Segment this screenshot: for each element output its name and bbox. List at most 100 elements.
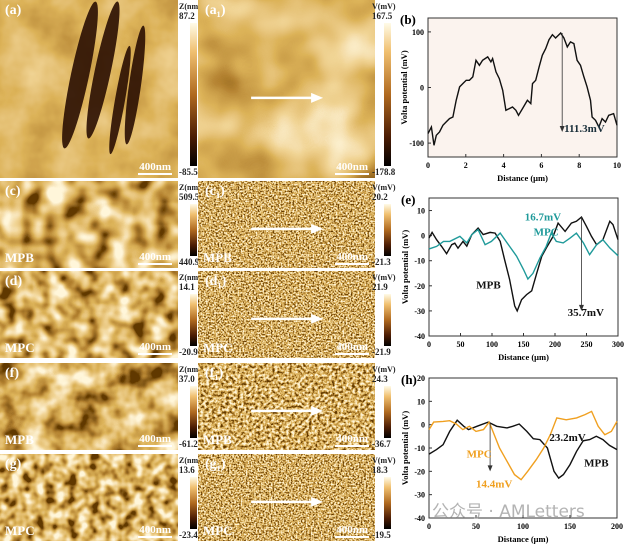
material-label: MPB [5,432,34,447]
x-tick-label: 2 [464,161,468,170]
kpfm-map-d₁: (d₁) MPC 400nm [198,271,375,358]
y-tick-label: 20 [417,374,425,383]
y-tick-label: -30 [414,307,425,316]
series-line-mpb [428,419,618,480]
surface-texture [0,454,178,541]
surface-texture [0,271,178,358]
series-line-mpc [428,228,619,281]
scale-bar: 400nm [335,251,369,265]
annotation: MPB [584,458,609,470]
panel-label: (g) [5,457,22,472]
colorbar [190,386,197,438]
colorbar-max: 509.5 [179,192,200,202]
material-label: MPB [203,250,232,265]
x-tick-label: 8 [577,161,581,170]
colorbar-unit: Z(nm) [179,183,201,192]
colorbar-unit: Z(nm) [179,365,201,374]
panel-label: (e) [401,192,415,207]
kpfm-map-f₁: (f₁) MPB 400nm [198,363,375,450]
panel-label: (f) [5,366,19,381]
colorbar-unit: Z(nm) [179,273,201,282]
x-tick-label: 10 [613,161,621,170]
chart-e: 0 50 100 150 200 250 300 -40 -30 -20 -10 0 10 Distanc… [400,192,624,362]
panel-label: (b) [400,12,416,27]
x-tick-label: 50 [457,340,465,349]
annotation: 14.4mV [476,479,512,491]
x-tick-label: 150 [564,522,576,531]
x-axis-label: Distance (μm) [498,534,549,544]
flake-feature [109,45,131,155]
chart-b: 0 2 4 6 8 10 -100 0 100 Distance (μm) Volta potent… [399,12,621,183]
colorbar-min: -23.4 [179,530,198,540]
y-tick-label: -10 [414,257,425,266]
kpfm-map-a₁: (a₁) 400nm [198,0,375,178]
colorbar-min: -21.3 [372,257,391,267]
colorbar-min: -178.8 [372,167,396,177]
colorbar-max: 21.9 [372,282,388,292]
flake-feature [62,1,98,149]
colorbar [384,386,391,438]
colorbar-max: 20.2 [372,192,388,202]
y-axis-label: Volta potential (mV) [400,230,410,304]
colorbar-unit: Z(nm) [179,2,201,11]
colorbar-unit: V(mV) [372,365,396,374]
plot-area [428,197,619,337]
arrow-head-icon [578,304,584,311]
annotation: MPC [467,448,492,460]
annotation: MPC [534,227,559,239]
colorbar-max: 24.3 [372,374,388,384]
y-tick-label: -40 [414,514,425,523]
x-tick-label: 0 [427,522,431,531]
flake-feature [124,25,146,145]
panel-label: (d₁) [205,274,227,289]
afm-topography-a: (a) 400nm [0,0,178,178]
scale-bar: 400nm [138,341,172,355]
surface-texture [198,0,375,178]
colorbar-max: 18.3 [372,465,388,475]
colorbar-min: -36.7 [372,439,391,449]
colorbar-unit: V(mV) [372,456,396,465]
panel-label: (d) [5,274,23,289]
panel-label: (a₁) [205,3,226,18]
scale-bar: 400nm [138,161,172,175]
colorbar-unit: V(mV) [372,2,396,11]
colorbar [384,294,391,346]
x-tick-label: 150 [518,340,530,349]
series-line-mpc [428,410,618,481]
afm-topography-f: (f) MPB 400nm [0,363,178,450]
x-tick-label: 100 [517,522,529,531]
y-tick-label: 0 [420,84,424,93]
material-label: MPC [203,523,233,538]
colorbar-max: 167.5 [372,11,393,21]
y-tick-label: 0 [421,421,425,430]
series-line-mpb [428,216,619,313]
y-tick-label: 100 [412,28,424,37]
material-label: MPC [203,340,233,355]
arrow-head-icon [559,125,565,132]
panel-label: (h) [401,372,417,387]
x-axis-label: Distance (μm) [497,173,548,183]
surface-texture [0,363,178,450]
x-tick-label: 200 [549,340,561,349]
y-tick-label: 10 [417,397,425,406]
colorbar-min: -19.5 [372,530,391,540]
afm-topography-g: (g) MPC 400nm [0,454,178,541]
kpfm-map-c₁: (c₁) MPB 400nm [198,181,375,268]
colorbar-min: -85.5 [179,167,198,177]
colorbar-min: -20.9 [179,347,198,357]
x-tick-label: 300 [612,340,624,349]
y-tick-label: -10 [414,444,425,453]
y-axis-label: Volta potential (mV) [399,50,409,124]
x-tick-label: 0 [426,161,430,170]
afm-topography-d: (d) MPC 400nm [0,271,178,358]
colorbar-max: 87.2 [179,11,195,21]
scale-bar: 400nm [335,341,369,355]
x-tick-label: 0 [427,340,431,349]
annotation: 111.3mV [564,123,605,135]
x-tick-label: 50 [472,522,480,531]
watermark: 公众号 · AMLetters [432,502,585,522]
panel-label: (g₁) [205,457,226,472]
flake-feature [86,1,120,139]
colorbar-max: 37.0 [179,374,195,384]
